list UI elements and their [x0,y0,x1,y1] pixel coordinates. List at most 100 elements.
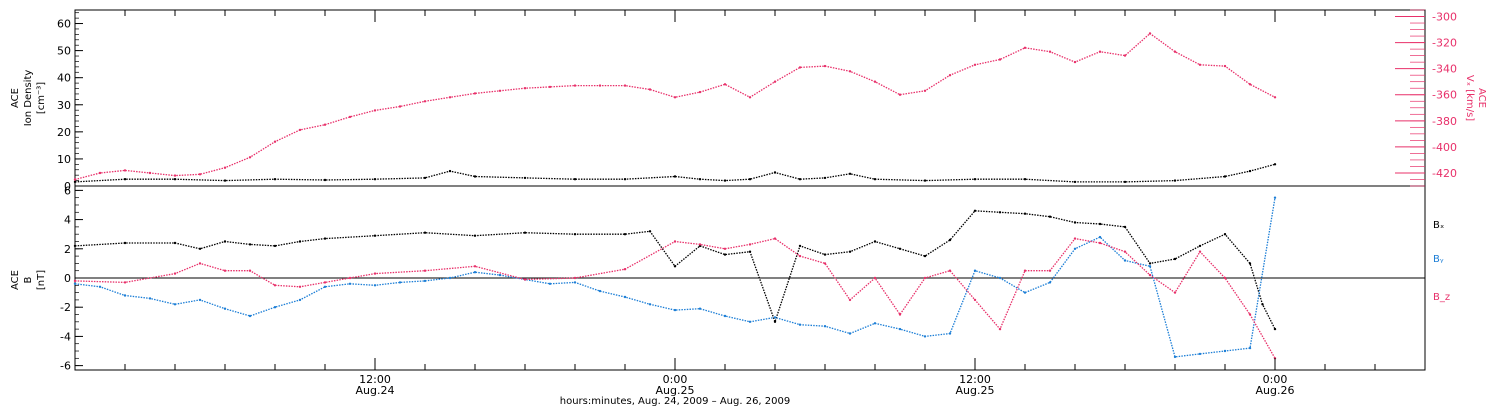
data-point [323,123,327,126]
left-y-tick-label: 50 [57,45,71,58]
data-point [1173,50,1177,53]
data-point [298,285,302,288]
data-point [123,241,127,245]
right-y-tick-label: -420 [1432,167,1457,180]
data-point [1223,276,1227,280]
data-point [448,96,452,99]
data-point [273,244,277,248]
data-point [248,314,252,318]
data-point [848,298,852,302]
data-point [923,89,927,93]
data-point [1123,180,1127,184]
data-point [223,269,227,272]
data-point [1223,64,1227,68]
data-point [948,74,952,77]
data-point [323,285,327,288]
data-point [423,279,427,283]
data-point [1148,32,1152,35]
data-point [973,63,977,66]
data-point [923,276,927,280]
series-line-1-0 [74,210,1276,330]
data-point [848,172,852,175]
data-point [573,276,577,280]
x-tick-label-date: Aug.25 [956,384,995,397]
data-point [423,231,427,234]
data-point [1148,262,1152,265]
right-y-tick-label: -400 [1432,141,1457,154]
data-point [373,109,377,112]
x-tick-label-time: 12:00 [959,373,991,386]
data-point [423,176,427,180]
series-line-0-1 [74,32,1276,181]
data-point [423,100,427,103]
data-point [1173,291,1177,294]
data-point [273,178,277,181]
data-point [748,96,752,99]
data-point [1198,63,1202,66]
data-point [1273,96,1277,99]
data-point [973,269,977,272]
data-point [648,230,652,233]
data-point [923,254,927,258]
data-point [1248,262,1252,265]
left-y-tick-label: 30 [57,99,71,112]
data-point [1148,273,1152,277]
data-point [523,176,527,180]
data-point [998,276,1002,280]
data-point [523,278,527,281]
data-point [1048,50,1052,53]
data-point [273,306,277,309]
data-point [573,178,577,181]
data-point [1098,235,1102,239]
data-point [1173,257,1177,261]
data-point [173,178,177,181]
data-point [223,166,227,169]
data-point [448,169,452,173]
data-point [723,83,727,86]
data-point [948,238,952,242]
data-point [1273,327,1277,331]
data-point [998,211,1002,214]
data-point [898,247,902,250]
data-point [673,308,677,312]
data-point [1248,313,1252,316]
data-point [1123,54,1127,57]
data-point [798,323,802,326]
data-point [1248,83,1252,86]
bottom-left-axis-label-2: B [23,276,34,283]
data-point [523,231,527,234]
data-point [198,173,202,176]
data-point [848,332,852,335]
data-point [348,282,352,285]
top-right-axis-label-1: ACE [1476,88,1487,108]
data-point [1198,352,1202,356]
left-y-tick-label: 6 [64,184,71,197]
right-y-tick-label: -360 [1432,89,1457,102]
data-point [473,92,477,95]
data-point [1098,50,1102,53]
data-point [748,250,752,253]
x-tick-label-time: 0:00 [1263,373,1288,386]
data-point [923,179,927,182]
data-point [798,244,802,248]
data-point [798,254,802,258]
data-point [223,307,227,310]
data-point [673,265,677,268]
data-point [698,90,702,94]
data-point [423,269,427,272]
data-point [623,295,627,299]
data-point [723,253,727,256]
data-point [173,241,177,245]
data-point [773,320,777,323]
data-point [473,265,477,268]
data-point [548,282,552,285]
data-point [898,327,902,331]
data-point [1098,241,1102,245]
data-point [848,70,852,73]
data-point [1048,215,1052,218]
data-point [123,294,127,297]
data-point [623,268,627,271]
data-point [673,96,677,99]
data-point [823,176,827,180]
